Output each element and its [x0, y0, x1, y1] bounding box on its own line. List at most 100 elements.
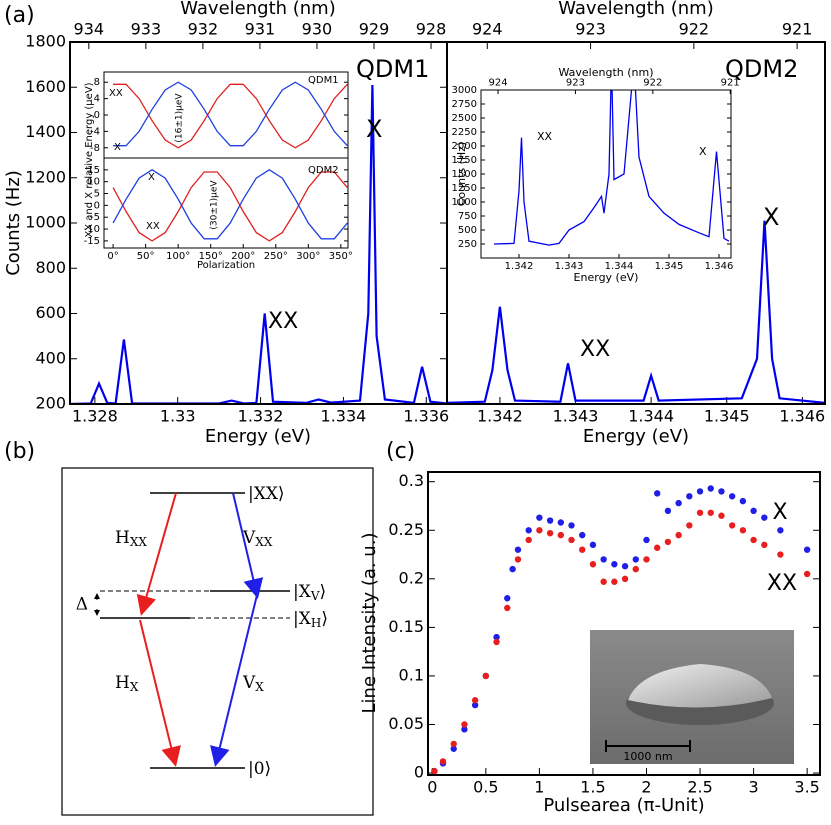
annotation: X: [114, 142, 121, 153]
x-tick-label: 1.345: [655, 261, 684, 272]
x-tick-label: 1.344: [628, 406, 674, 425]
y-tick-label: 1200: [25, 167, 66, 186]
level-label: |XX⟩: [248, 484, 285, 504]
x-tick-label: 3.5: [794, 777, 819, 796]
x-tick-label: 0: [427, 777, 437, 796]
x2-tick-label: 924: [488, 78, 507, 89]
x-tick-label: 2.5: [687, 777, 712, 796]
transition-label: VXX: [242, 528, 273, 549]
data-point: [482, 672, 490, 680]
y-tick-label: 200: [35, 394, 66, 413]
annotation: X: [699, 145, 707, 158]
data-point: [509, 565, 516, 573]
data-point: [461, 721, 468, 728]
x2-tick-label: 929: [359, 20, 390, 39]
data-point: [686, 522, 693, 529]
data-point: [493, 633, 500, 641]
data-point: [761, 514, 768, 521]
data-point: [643, 536, 650, 544]
x-tick-label: 1.334: [321, 406, 367, 425]
data-point: [761, 541, 768, 549]
sem-dome: [628, 664, 772, 708]
x-tick-label: 1.346: [705, 261, 734, 272]
y-tick-label: 750: [458, 211, 477, 222]
y-tick-label: 1800: [25, 32, 66, 51]
y-tick-label: -10: [84, 224, 100, 235]
y-tick-label: 15: [87, 165, 100, 176]
x-tick-label: 3: [749, 777, 759, 796]
x2-tick-label: 930: [302, 20, 333, 39]
y-tick-label: -4: [90, 126, 100, 137]
x-tick-label: 1.342: [505, 261, 534, 272]
annotation: XX: [109, 88, 123, 99]
panel-label: (c): [386, 439, 415, 464]
transition-arrow: [232, 492, 264, 599]
y-tick-label: 0: [94, 110, 100, 121]
annotation: XX: [268, 309, 298, 334]
data-line: [493, 90, 730, 246]
annotation: (30±1)µeV: [210, 180, 220, 230]
x-tick-label: 150°: [199, 251, 223, 262]
annotation: QDM1: [308, 75, 339, 86]
x-tick-label: 1.344: [605, 261, 634, 272]
x2-tick-label: 924: [472, 20, 503, 39]
y-tick-label: -15: [84, 236, 100, 247]
series-label: X: [772, 500, 787, 525]
x-tick-label: 0.5: [473, 777, 498, 796]
annotation: XX: [537, 130, 553, 143]
data-point: [546, 517, 554, 524]
data-point: [514, 546, 522, 553]
x2-tick-label: 921: [721, 78, 740, 89]
axis-frame: [427, 471, 821, 776]
data-point: [504, 604, 511, 612]
y-tick-label: 0.3: [399, 471, 424, 490]
data-line: [113, 83, 348, 149]
x-tick-label: 50°: [137, 251, 155, 262]
x-tick-label: 1.336: [403, 406, 449, 425]
level-diagram: Δ |XX⟩ |XV⟩ |XH⟩ |0⟩ HXX VXX HX VX (b): [4, 439, 374, 816]
y-tick-label: 800: [35, 258, 66, 277]
data-point: [632, 556, 639, 563]
annotation: XX: [580, 337, 610, 362]
annotation: QDM1: [356, 55, 429, 83]
data-point: [621, 575, 629, 583]
x2-axis-label: Wavelength (nm): [558, 66, 653, 79]
x2-tick-label: 928: [416, 20, 447, 39]
axis-frame: [103, 157, 349, 249]
x-tick-label: 1.328: [72, 406, 118, 425]
data-point: [439, 758, 447, 765]
data-point: [643, 556, 650, 563]
annotation: (16±1)µeV: [175, 93, 185, 143]
x2-tick-label: 932: [188, 20, 219, 39]
x-axis-label: Polarization: [197, 260, 255, 271]
y-tick-label: 1250: [452, 183, 477, 194]
y-tick-label: 1500: [452, 169, 477, 180]
y-tick-label: 1000: [452, 197, 477, 208]
annotation: X: [763, 203, 779, 231]
x-tick-label: 250°: [264, 251, 288, 262]
data-layer: [447, 220, 825, 404]
splitting-label: Δ: [76, 595, 88, 615]
transition-arrow: [210, 594, 258, 767]
x2-tick-label: 933: [131, 20, 162, 39]
data-point: [611, 578, 618, 585]
chart: 250 500 750 1000 1250 1500 1750 2000 2250 2500 275…: [452, 66, 740, 284]
x2-tick-label: 923: [566, 78, 585, 89]
data-point: [707, 485, 714, 492]
y-axis-label: Counts (Hz): [455, 142, 468, 207]
x-axis-label: Energy (eV): [574, 271, 639, 284]
x-tick-label: 1.342: [477, 406, 523, 425]
data-point: [546, 529, 554, 537]
data-point: [514, 556, 522, 563]
data-line: [447, 220, 825, 404]
y-tick-label: -5: [90, 212, 100, 223]
data-point: [557, 531, 565, 539]
panel-label: (a): [4, 3, 35, 28]
y-tick-label: 0.1: [399, 665, 424, 684]
level-label: |XV⟩: [293, 582, 326, 603]
y-axis-label: Counts (Hz): [3, 170, 24, 276]
y-tick-label: 400: [35, 348, 66, 367]
x-tick-label: 300°: [296, 251, 320, 262]
